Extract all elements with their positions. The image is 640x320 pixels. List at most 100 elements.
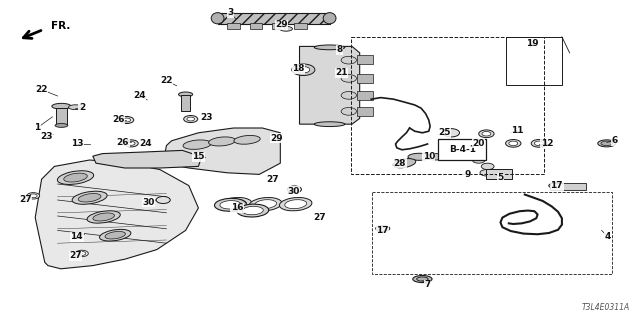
Text: 20: 20 bbox=[472, 139, 485, 148]
Ellipse shape bbox=[211, 12, 224, 24]
Text: 24: 24 bbox=[133, 91, 146, 100]
Ellipse shape bbox=[179, 92, 193, 97]
Circle shape bbox=[341, 92, 356, 99]
Bar bbox=[372, 192, 612, 274]
Circle shape bbox=[506, 140, 521, 147]
Text: 26: 26 bbox=[112, 116, 125, 124]
Text: 10: 10 bbox=[422, 152, 435, 161]
Polygon shape bbox=[93, 150, 202, 168]
Circle shape bbox=[184, 116, 198, 123]
Bar bbox=[181, 95, 190, 111]
Bar bbox=[227, 23, 240, 29]
Ellipse shape bbox=[214, 198, 246, 211]
Circle shape bbox=[292, 64, 315, 76]
Text: 8: 8 bbox=[336, 45, 342, 54]
Circle shape bbox=[341, 108, 356, 115]
Bar bbox=[351, 37, 544, 174]
Ellipse shape bbox=[426, 154, 445, 160]
Circle shape bbox=[123, 118, 131, 122]
Circle shape bbox=[78, 252, 86, 255]
Ellipse shape bbox=[323, 12, 336, 24]
Circle shape bbox=[187, 117, 195, 121]
Text: 19: 19 bbox=[526, 39, 539, 48]
Text: 16: 16 bbox=[230, 204, 243, 212]
Ellipse shape bbox=[408, 153, 431, 160]
Bar bbox=[357, 91, 373, 100]
Circle shape bbox=[443, 129, 460, 137]
Text: 5: 5 bbox=[497, 173, 504, 182]
Circle shape bbox=[120, 116, 134, 124]
Text: 11: 11 bbox=[511, 126, 524, 135]
Circle shape bbox=[534, 141, 543, 146]
Bar bbox=[272, 23, 285, 29]
Circle shape bbox=[479, 130, 494, 138]
Ellipse shape bbox=[105, 231, 125, 239]
Polygon shape bbox=[300, 46, 360, 124]
Text: 18: 18 bbox=[292, 64, 305, 73]
Ellipse shape bbox=[78, 194, 101, 202]
Ellipse shape bbox=[314, 122, 345, 126]
Text: 26: 26 bbox=[116, 138, 129, 147]
Text: FR.: FR. bbox=[51, 21, 70, 31]
Text: 14: 14 bbox=[70, 232, 83, 241]
Ellipse shape bbox=[183, 140, 211, 149]
Ellipse shape bbox=[93, 213, 115, 221]
Bar bbox=[438, 139, 486, 160]
Bar bbox=[506, 37, 562, 85]
Ellipse shape bbox=[417, 277, 428, 281]
Ellipse shape bbox=[548, 183, 564, 188]
Text: 12: 12 bbox=[541, 140, 554, 148]
Bar bbox=[357, 55, 373, 64]
Ellipse shape bbox=[255, 200, 276, 209]
Ellipse shape bbox=[376, 226, 390, 231]
Ellipse shape bbox=[237, 204, 269, 217]
Circle shape bbox=[531, 140, 547, 147]
Text: 17: 17 bbox=[376, 226, 389, 235]
Circle shape bbox=[509, 141, 518, 146]
Ellipse shape bbox=[250, 197, 282, 211]
Circle shape bbox=[124, 140, 138, 147]
Text: 1: 1 bbox=[34, 124, 40, 132]
Text: 29: 29 bbox=[270, 134, 283, 143]
Bar bbox=[486, 169, 512, 179]
Ellipse shape bbox=[55, 124, 68, 127]
Circle shape bbox=[287, 186, 301, 193]
Circle shape bbox=[341, 75, 356, 82]
Polygon shape bbox=[163, 128, 280, 174]
Text: B-4-1: B-4-1 bbox=[449, 145, 476, 154]
Ellipse shape bbox=[601, 141, 612, 146]
Circle shape bbox=[341, 56, 356, 64]
Text: 30: 30 bbox=[142, 198, 155, 207]
Bar bbox=[357, 74, 373, 83]
Ellipse shape bbox=[64, 173, 87, 182]
Ellipse shape bbox=[99, 229, 131, 241]
Text: 27: 27 bbox=[69, 252, 82, 260]
Circle shape bbox=[471, 141, 486, 148]
Circle shape bbox=[297, 67, 310, 73]
Text: 22: 22 bbox=[160, 76, 173, 85]
Text: 17: 17 bbox=[550, 181, 563, 190]
Ellipse shape bbox=[58, 171, 93, 184]
Text: 23: 23 bbox=[200, 113, 212, 122]
Ellipse shape bbox=[314, 45, 345, 50]
Text: 2: 2 bbox=[79, 103, 85, 112]
Text: 13: 13 bbox=[70, 140, 83, 148]
Ellipse shape bbox=[234, 135, 260, 144]
Bar bbox=[550, 183, 586, 190]
Circle shape bbox=[480, 170, 493, 176]
Ellipse shape bbox=[243, 206, 263, 215]
Circle shape bbox=[156, 196, 170, 204]
Circle shape bbox=[76, 250, 88, 257]
Polygon shape bbox=[35, 160, 198, 269]
Ellipse shape bbox=[280, 197, 312, 211]
Text: 7: 7 bbox=[424, 280, 431, 289]
Ellipse shape bbox=[87, 211, 120, 223]
Text: 22: 22 bbox=[35, 85, 48, 94]
Text: 28: 28 bbox=[394, 159, 406, 168]
Circle shape bbox=[472, 157, 485, 163]
Ellipse shape bbox=[52, 103, 71, 109]
Bar bbox=[218, 13, 330, 24]
Text: 15: 15 bbox=[192, 152, 205, 161]
Text: 24: 24 bbox=[140, 140, 152, 148]
Ellipse shape bbox=[598, 140, 616, 147]
